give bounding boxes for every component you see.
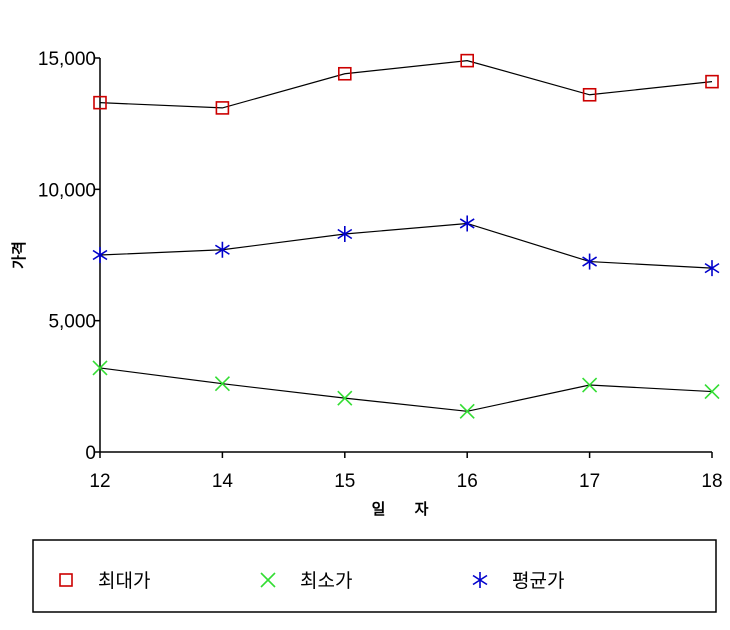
series-line <box>99 367 713 412</box>
data-point <box>459 403 475 419</box>
data-point <box>214 241 230 258</box>
data-point <box>459 215 475 232</box>
x-tick-label: 16 <box>457 471 478 492</box>
y-tick-label: 10,000 <box>38 180 96 201</box>
series-asterisk <box>92 215 720 277</box>
data-point <box>92 247 108 263</box>
data-point <box>582 87 597 102</box>
y-tick-label: 0 <box>85 443 96 464</box>
data-point <box>215 101 230 115</box>
y-tick-label: 5,000 <box>48 312 96 333</box>
y-tick-label: 15,000 <box>38 49 96 70</box>
series-layer <box>92 53 720 419</box>
data-point <box>460 53 475 68</box>
data-point <box>582 377 598 393</box>
legend-item: 평균가 <box>472 570 564 592</box>
data-point <box>704 260 720 277</box>
x-axis-title: 일 자 <box>372 500 441 518</box>
x-tick-label: 18 <box>701 471 722 492</box>
data-point <box>92 360 108 376</box>
data-point <box>582 253 598 270</box>
legend-item: 최대가 <box>59 570 150 592</box>
x-tick-label: 17 <box>579 471 600 492</box>
series-square <box>93 53 719 115</box>
data-point <box>93 95 107 110</box>
axes <box>99 58 712 453</box>
series-line <box>99 60 713 109</box>
legend-marker-square <box>59 573 73 587</box>
x-ticks: 12 14 15 16 17 18 <box>89 452 723 492</box>
x-tick-label: 12 <box>89 471 110 492</box>
legend-box <box>32 539 717 613</box>
legend-marker-asterisk <box>472 572 488 588</box>
legend-label: 최소가 <box>300 570 352 592</box>
legend-label: 최대가 <box>98 570 150 592</box>
series-x <box>92 360 720 419</box>
data-point <box>214 376 230 392</box>
data-point <box>704 384 720 400</box>
y-axis-title: 가격 <box>10 241 28 269</box>
legend-marker-x <box>260 572 276 588</box>
legend-item: 최소가 <box>260 570 352 592</box>
series-line <box>99 222 713 269</box>
data-point <box>705 74 719 89</box>
data-point <box>337 66 352 81</box>
x-tick-label: 14 <box>212 471 234 492</box>
data-point <box>337 390 353 406</box>
y-ticks: 0 5,000 10,000 15,000 <box>38 49 100 464</box>
legend: 최대가 최소가 평균가 <box>32 539 717 613</box>
legend-label: 평균가 <box>512 570 564 592</box>
data-point <box>337 225 353 242</box>
x-tick-label: 15 <box>334 471 355 492</box>
